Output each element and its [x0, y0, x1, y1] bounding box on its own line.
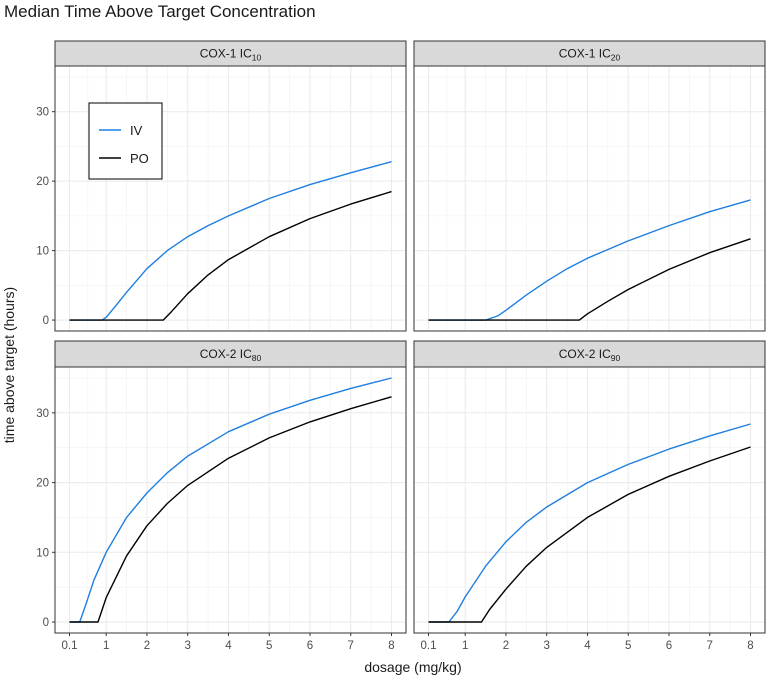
facet-label: COX-2 IC80 — [200, 347, 262, 363]
chart-title: Median Time Above Target Concentration — [4, 2, 316, 21]
x-tick-label: 7 — [348, 640, 354, 652]
x-tick-label: 8 — [747, 640, 753, 652]
panel-border — [54, 65, 407, 332]
series-line-po — [69, 190, 392, 321]
y-axis-title: time above target (hours) — [1, 287, 17, 443]
facet-label: COX-1 IC20 — [559, 47, 621, 63]
facet-label-subscript: 90 — [611, 353, 621, 363]
x-tick-label: 3 — [184, 640, 190, 652]
legend-label-po: PO — [130, 151, 149, 166]
series-line-iv — [428, 423, 751, 623]
series-line-iv — [69, 161, 392, 321]
facet-label-subscript: 10 — [252, 53, 262, 63]
x-tick-label: 6 — [307, 640, 313, 652]
x-tick-label: 0.1 — [420, 640, 436, 652]
x-tick-label: 6 — [666, 640, 672, 652]
series-line-iv — [69, 377, 392, 623]
series-line-po — [428, 238, 751, 321]
facet-strip — [413, 340, 766, 368]
series-line-po — [69, 396, 392, 623]
panel-border — [413, 366, 766, 634]
facet-strip — [54, 40, 407, 67]
x-tick-label: 7 — [707, 640, 713, 652]
x-tick-label: 2 — [144, 640, 150, 652]
facet-label-main: COX-2 IC — [559, 347, 611, 361]
facet-label-main: COX-2 IC — [200, 347, 252, 361]
x-tick-label: 2 — [503, 640, 509, 652]
legend: IV PO — [88, 102, 163, 180]
y-tick-label: 10 — [36, 246, 49, 258]
facet-panel: COX-1 IC20 — [413, 40, 766, 332]
legend-box — [88, 102, 163, 180]
x-axis-title: dosage (mg/kg) — [364, 659, 461, 675]
y-tick-label: 30 — [36, 107, 49, 119]
y-tick-label: 0 — [43, 315, 49, 327]
facet-label: COX-2 IC90 — [559, 347, 621, 363]
facet-strip — [54, 340, 407, 368]
x-tick-label: 5 — [266, 640, 272, 652]
panel-border — [413, 65, 766, 332]
y-tick-label: 20 — [36, 176, 49, 188]
facet-panel: COX-2 IC90 0.1 1 2 3 4 5 6 7 8 — [413, 340, 766, 652]
x-tick-label: 8 — [388, 640, 394, 652]
panel-background — [55, 367, 406, 633]
facet-label-main: COX-1 IC — [559, 47, 611, 61]
x-tick-label: 5 — [625, 640, 631, 652]
y-tick-label: 20 — [36, 478, 49, 490]
facet-label-subscript: 20 — [611, 53, 621, 63]
series-line-po — [428, 446, 751, 623]
x-tick-label: 4 — [225, 640, 232, 652]
facet-label-main: COX-1 IC — [200, 47, 252, 61]
x-tick-label: 4 — [584, 640, 591, 652]
panel-background — [414, 367, 765, 633]
y-tick-label: 30 — [36, 408, 49, 420]
x-tick-label: 3 — [543, 640, 549, 652]
panel-background — [414, 66, 765, 331]
facet-panel: COX-2 IC80 0 10 20 30 0.1 1 2 3 4 5 6 7 8 — [36, 340, 407, 652]
x-tick-label: 1 — [462, 640, 468, 652]
facet-label: COX-1 IC10 — [200, 47, 262, 63]
x-tick-label: 0.1 — [61, 640, 77, 652]
y-tick-label: 0 — [43, 617, 49, 629]
facet-label-subscript: 80 — [252, 353, 262, 363]
legend-label-iv: IV — [130, 123, 143, 138]
panel-border — [54, 366, 407, 634]
facet-strip — [413, 40, 766, 67]
x-tick-label: 1 — [103, 640, 109, 652]
y-tick-label: 10 — [36, 547, 49, 559]
